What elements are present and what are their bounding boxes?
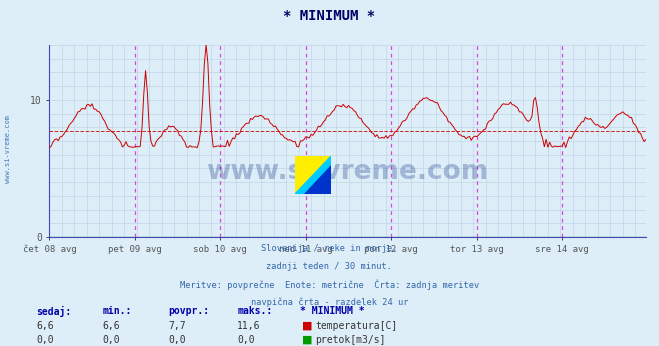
Text: 0,0: 0,0 — [102, 335, 120, 345]
Text: * MINIMUM *: * MINIMUM * — [283, 9, 376, 22]
Text: pretok[m3/s]: pretok[m3/s] — [315, 335, 386, 345]
Text: navpična črta - razdelek 24 ur: navpična črta - razdelek 24 ur — [251, 298, 408, 307]
Text: ■: ■ — [302, 321, 312, 331]
Text: Slovenija / reke in morje.: Slovenija / reke in morje. — [261, 244, 398, 253]
Text: sedaj:: sedaj: — [36, 306, 71, 317]
Text: min.:: min.: — [102, 306, 132, 316]
Text: 6,6: 6,6 — [36, 321, 54, 331]
Text: 7,7: 7,7 — [168, 321, 186, 331]
Text: temperatura[C]: temperatura[C] — [315, 321, 397, 331]
Text: 6,6: 6,6 — [102, 321, 120, 331]
Text: * MINIMUM *: * MINIMUM * — [300, 306, 364, 316]
Text: 0,0: 0,0 — [168, 335, 186, 345]
Text: zadnji teden / 30 minut.: zadnji teden / 30 minut. — [266, 262, 393, 271]
Text: 0,0: 0,0 — [36, 335, 54, 345]
Text: www.si-vreme.com: www.si-vreme.com — [206, 159, 489, 185]
Text: 0,0: 0,0 — [237, 335, 255, 345]
Text: Meritve: povprečne  Enote: metrične  Črta: zadnja meritev: Meritve: povprečne Enote: metrične Črta:… — [180, 280, 479, 290]
Text: www.si-vreme.com: www.si-vreme.com — [5, 115, 11, 183]
Polygon shape — [295, 156, 331, 194]
Polygon shape — [304, 165, 331, 194]
Text: maks.:: maks.: — [237, 306, 272, 316]
Text: ■: ■ — [302, 335, 312, 345]
Polygon shape — [295, 156, 331, 194]
Text: 11,6: 11,6 — [237, 321, 261, 331]
Text: povpr.:: povpr.: — [168, 306, 209, 316]
